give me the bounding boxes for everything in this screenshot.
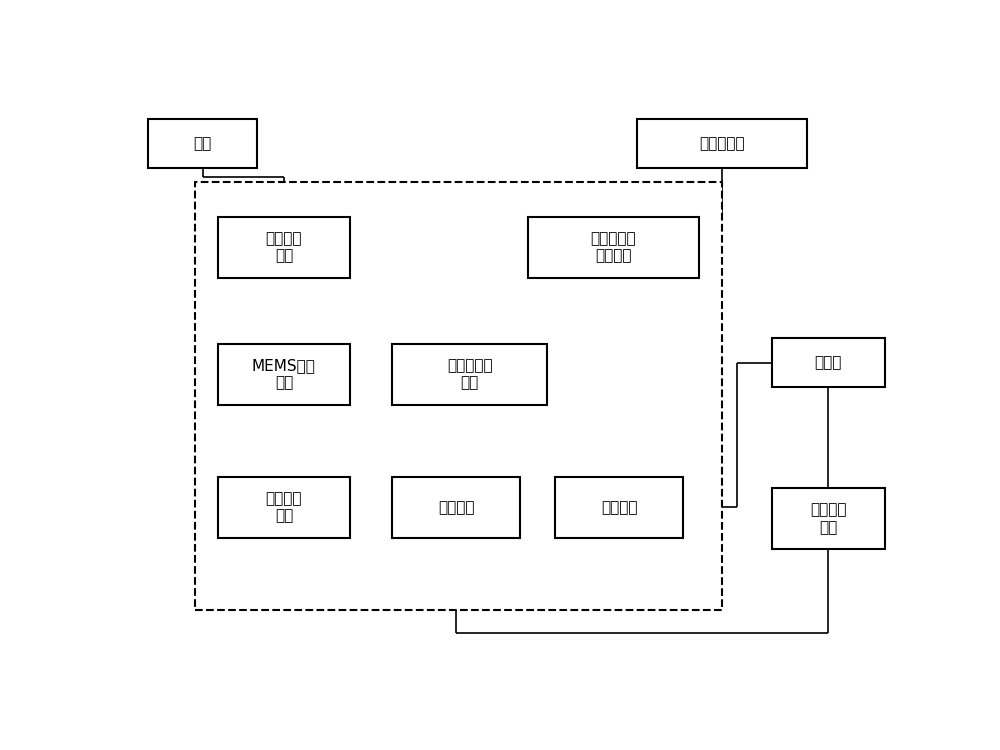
Bar [148, 118, 257, 168]
Text: 输入输出
模块: 输入输出 模块 [810, 503, 847, 535]
Bar [218, 477, 350, 538]
Text: 显示屏: 显示屏 [815, 356, 842, 370]
Text: 电子地图
模块: 电子地图 模块 [266, 491, 302, 524]
Text: 卫星导航
模块: 卫星导航 模块 [266, 231, 302, 263]
Bar [637, 118, 807, 168]
Bar [195, 182, 722, 610]
Bar [218, 217, 350, 278]
Text: 中央处理器
模块: 中央处理器 模块 [447, 358, 493, 391]
Bar [555, 477, 683, 538]
Bar [392, 344, 547, 405]
Text: 存储模块: 存储模块 [438, 500, 475, 514]
Bar [218, 344, 350, 405]
Text: 天线: 天线 [193, 136, 212, 151]
Text: MEMS惯导
模块: MEMS惯导 模块 [252, 358, 316, 391]
Text: 车载里程计: 车载里程计 [699, 136, 745, 151]
Text: 里程计信息
处理模块: 里程计信息 处理模块 [590, 231, 636, 263]
Bar [528, 217, 698, 278]
Bar [772, 338, 885, 388]
Bar [772, 488, 885, 549]
Text: 显示模块: 显示模块 [601, 500, 637, 514]
Bar [392, 477, 520, 538]
